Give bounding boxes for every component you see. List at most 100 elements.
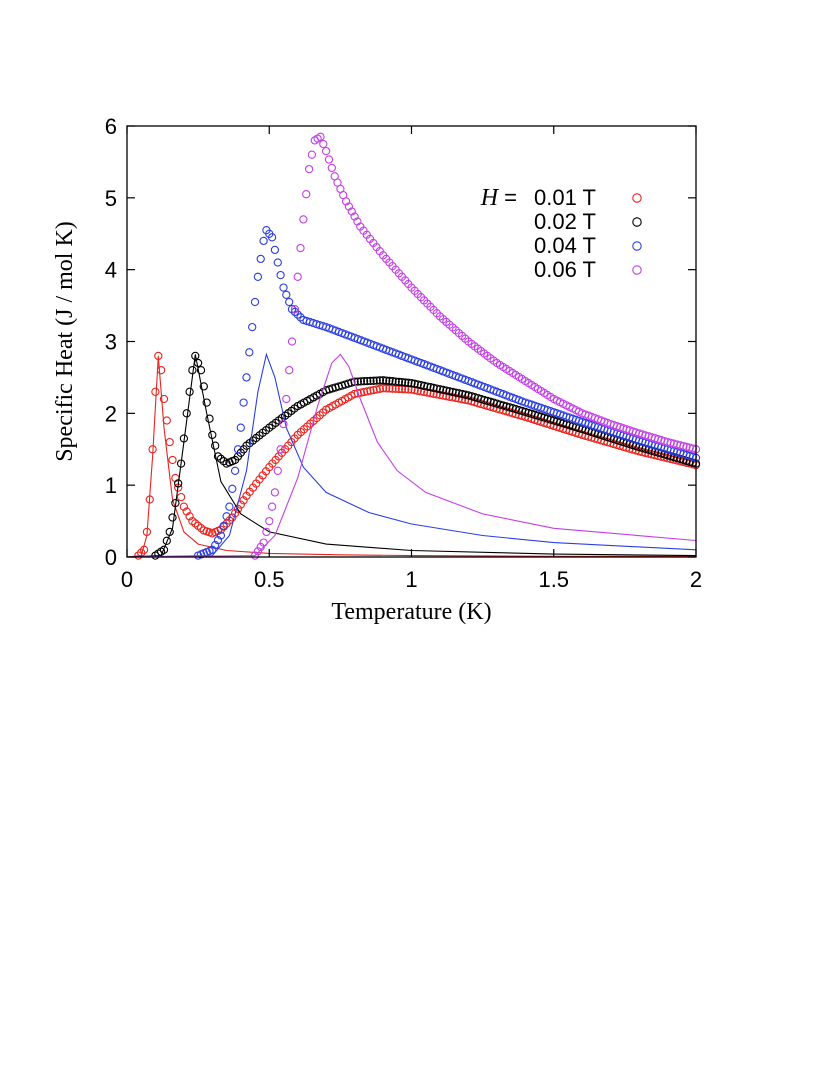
data-point: [250, 297, 260, 307]
data-point: [176, 492, 186, 502]
data-point: [382, 376, 391, 385]
data-point: [242, 373, 251, 382]
data-point: [219, 521, 228, 531]
fit-line: [126, 355, 696, 558]
data-point: [407, 379, 416, 388]
data-point: [321, 146, 331, 156]
data-point: [285, 297, 294, 307]
data-point: [435, 385, 445, 394]
data-point: [445, 387, 454, 396]
data-point: [265, 516, 274, 526]
data-point: [276, 270, 285, 280]
legend: H = 0.01 T0.02 T0.04 T0.06 T: [480, 185, 642, 282]
data-point: [366, 386, 375, 395]
data-point: [282, 394, 291, 404]
data-point: [359, 377, 369, 386]
data-point: [225, 502, 234, 511]
legend-marker: [632, 241, 642, 251]
data-point: [211, 540, 220, 550]
data-point: [302, 190, 311, 199]
legend-field-label: H =: [480, 185, 517, 211]
data-point: [165, 527, 174, 537]
data-point: [256, 254, 265, 264]
data-point: [388, 377, 397, 386]
data-point: [366, 376, 375, 386]
data-point: [202, 398, 211, 407]
data-point: [236, 423, 245, 432]
data-point: [410, 379, 419, 388]
data-point: [423, 382, 432, 391]
data-point: [273, 466, 282, 475]
fit-line: [126, 353, 697, 558]
data-point: [391, 377, 400, 386]
data-point: [448, 387, 457, 397]
data-point: [219, 457, 228, 466]
data-point: [426, 383, 435, 392]
data-point: [188, 366, 197, 375]
plot-marks: [126, 132, 701, 560]
legend-label: 0.04 T: [534, 233, 596, 258]
data-point: [397, 378, 407, 387]
data-point: [296, 243, 305, 253]
data-point: [193, 358, 203, 368]
x-tick-label: 0.5: [254, 567, 285, 592]
legend-label: 0.02 T: [534, 209, 596, 234]
data-point: [267, 233, 277, 242]
data-point: [248, 322, 257, 332]
plot-frame: [126, 125, 697, 558]
series-group: [126, 132, 701, 560]
data-point: [356, 388, 366, 397]
y-tick-label: 4: [105, 258, 117, 283]
data-point: [676, 441, 685, 450]
y-tick-label: 2: [105, 401, 117, 426]
data-point: [151, 387, 160, 396]
data-point: [216, 454, 226, 463]
data-point: [208, 545, 217, 554]
data-point: [179, 434, 189, 443]
data-point: [369, 385, 378, 395]
data-point: [171, 498, 180, 508]
data-point: [213, 536, 223, 545]
data-point: [451, 388, 460, 397]
data-point: [372, 385, 381, 394]
data-point: [432, 384, 441, 393]
data-point: [276, 445, 285, 454]
data-point: [253, 272, 263, 281]
legend-label: 0.06 T: [534, 257, 596, 282]
data-point: [679, 441, 688, 451]
data-point: [156, 366, 166, 375]
data-point: [245, 348, 254, 357]
y-tick-label: 3: [105, 330, 117, 355]
data-point: [199, 382, 208, 391]
data-point: [419, 381, 429, 391]
data-point: [378, 376, 388, 385]
data-point: [165, 437, 174, 447]
y-tick-label: 0: [105, 545, 117, 570]
data-point: [185, 512, 194, 521]
data-point: [378, 384, 388, 393]
data-point: [262, 527, 271, 537]
data-point: [233, 445, 243, 454]
data-point: [429, 383, 438, 393]
legend-marker: [632, 265, 642, 275]
y-tick-label: 5: [105, 186, 117, 211]
fit-line: [126, 352, 697, 558]
data-point: [290, 305, 300, 314]
data-point: [350, 212, 359, 221]
series-group: [126, 351, 701, 560]
data-point: [230, 466, 240, 475]
data-point: [413, 380, 422, 389]
data-point: [416, 381, 426, 390]
data-point: [304, 164, 314, 174]
data-point: [442, 386, 451, 395]
data-point: [279, 283, 288, 292]
data-point: [685, 443, 694, 452]
data-point: [290, 307, 300, 317]
data-point: [134, 551, 143, 560]
data-point: [299, 215, 308, 224]
data-point: [350, 377, 359, 386]
data-point: [142, 527, 152, 537]
data-point: [256, 542, 265, 552]
x-axis-ticks: 0 0.5 1 1.5 2: [121, 126, 702, 592]
data-point: [233, 504, 243, 514]
